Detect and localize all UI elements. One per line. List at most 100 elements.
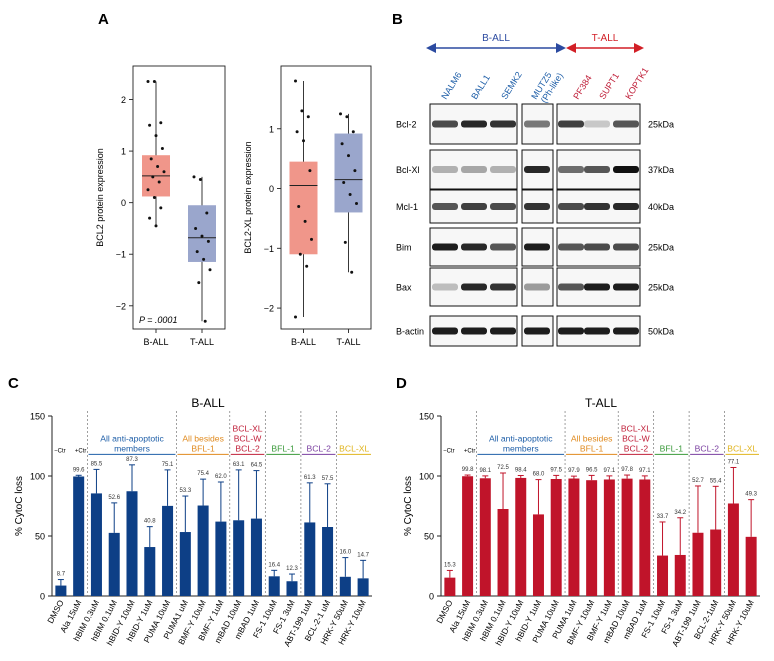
data-point: [159, 206, 163, 210]
value-label: 87.3: [126, 457, 138, 463]
group-label: members: [114, 443, 150, 453]
panel-letter-c: C: [8, 375, 19, 392]
data-point: [154, 134, 158, 138]
protein-band: [613, 327, 639, 335]
group-label: BFL-1: [660, 443, 684, 453]
value-label: 52.7: [692, 478, 704, 484]
bar: [322, 527, 334, 596]
protein-label: Bax: [396, 283, 412, 293]
group-label: BCL-2: [306, 443, 331, 453]
protein-band: [524, 243, 550, 251]
data-point: [306, 115, 310, 119]
data-point: [298, 252, 302, 256]
cell-line-label: PF384: [571, 73, 594, 101]
value-label: 53.3: [179, 488, 191, 494]
western-blot: B-ALL T-ALL NALM6 BALL1 SEMK2 MUTZ5 (Ph-…: [396, 33, 674, 347]
protein-band: [432, 166, 458, 173]
group-label: BCL-W: [622, 433, 651, 443]
protein-band: [490, 203, 516, 210]
y-tick-label: −1: [116, 250, 126, 260]
panel-letter-a: A: [98, 11, 109, 28]
value-label: 8.7: [57, 572, 66, 578]
value-label: 33.7: [657, 514, 669, 520]
group-label: BCL-XL: [339, 443, 369, 453]
value-label: 97.1: [604, 468, 616, 474]
protein-band: [524, 120, 550, 128]
data-point: [351, 130, 355, 134]
value-label: 34.2: [674, 510, 686, 516]
y-tick-label: 0: [269, 184, 274, 194]
data-point: [294, 79, 297, 83]
value-label: 15.3: [444, 562, 456, 568]
protein-band: [490, 120, 516, 128]
bar: [479, 478, 491, 596]
data-point: [203, 319, 207, 323]
bar: [144, 547, 156, 596]
bar: [162, 505, 174, 596]
data-point: [350, 270, 354, 274]
group-label: All besides: [182, 433, 224, 443]
data-point: [347, 154, 350, 158]
blot-frame: [429, 149, 518, 190]
data-point: [198, 177, 202, 181]
bar: [532, 514, 544, 596]
protein-band: [613, 120, 639, 128]
bar: [250, 518, 262, 596]
bcl2-boxplot: −2 −1 0 1 2 BCL2 protein expression B-ALL T-ALL…: [95, 65, 226, 347]
bar: [339, 576, 351, 596]
value-label: 52.6: [108, 495, 120, 501]
data-point: [159, 121, 163, 125]
data-point: [345, 115, 349, 119]
y-axis-label: BCL2-XL protein expression: [243, 141, 253, 253]
bar: [179, 532, 191, 596]
bar: [745, 536, 757, 596]
protein-label: Bim: [396, 243, 412, 253]
y-axis-label: BCL2 protein expression: [95, 148, 105, 247]
group-label: All besides: [571, 433, 613, 443]
tall-group-arrow: [566, 43, 644, 53]
kda-label: 25kDa: [648, 243, 674, 253]
protein-band: [584, 283, 610, 291]
bar: [197, 505, 209, 596]
value-label: 98.4: [515, 468, 527, 474]
value-label: 98.1: [479, 468, 491, 474]
data-point: [160, 147, 164, 151]
y-tick-label: 2: [121, 95, 126, 105]
data-point: [148, 216, 152, 220]
plot-frame: [132, 65, 226, 330]
ball-chart-title: B-ALL: [191, 396, 225, 410]
bar: [692, 532, 704, 596]
protein-band: [461, 203, 487, 210]
y-tick-label: 50: [424, 532, 434, 542]
data-point: [154, 224, 158, 228]
bar: [621, 478, 633, 596]
protein-band: [613, 243, 639, 251]
data-point: [205, 211, 209, 215]
data-point: [149, 157, 153, 161]
box: [334, 133, 363, 213]
x-tick-label: B-ALL: [143, 337, 168, 347]
protein-label: B-actin: [396, 327, 424, 337]
tall-bar-chart: 0 50 100 150 % CytoC loss All anti-apoptoticm…: [403, 411, 760, 648]
data-point: [206, 239, 210, 243]
protein-band: [558, 243, 584, 251]
protein-band: [524, 283, 550, 291]
bar: [108, 532, 120, 596]
bar: [55, 585, 67, 596]
value-label: 75.1: [162, 462, 174, 468]
value-label: 49.3: [745, 492, 757, 498]
neg-control-label: −Ctr: [54, 448, 66, 454]
protein-band: [432, 243, 458, 251]
protein-band: [432, 120, 458, 128]
value-label: 97.1: [639, 468, 651, 474]
p-value-annotation: P = .0001: [139, 315, 177, 325]
data-point: [339, 112, 342, 116]
data-point: [202, 257, 206, 261]
group-label: BCL-XL: [727, 443, 757, 453]
y-tick-label: 0: [121, 198, 126, 208]
protein-band: [461, 120, 487, 128]
cell-line-label: SUPT1: [597, 71, 621, 101]
bar: [727, 503, 739, 596]
value-label: 62.0: [215, 474, 227, 480]
data-point: [308, 169, 312, 173]
